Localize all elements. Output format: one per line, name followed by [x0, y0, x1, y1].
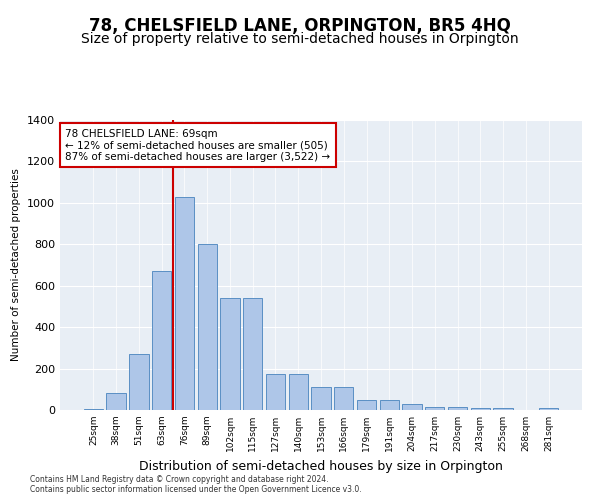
Bar — [152, 271, 172, 410]
Text: Contains HM Land Registry data © Crown copyright and database right 2024.: Contains HM Land Registry data © Crown c… — [30, 476, 329, 484]
Bar — [84, 409, 103, 410]
Bar — [470, 408, 490, 410]
Text: 78 CHELSFIELD LANE: 69sqm
← 12% of semi-detached houses are smaller (505)
87% of: 78 CHELSFIELD LANE: 69sqm ← 12% of semi-… — [65, 128, 331, 162]
Bar — [357, 400, 376, 410]
Bar — [311, 387, 331, 410]
Bar — [197, 244, 217, 410]
Bar — [334, 387, 353, 410]
X-axis label: Distribution of semi-detached houses by size in Orpington: Distribution of semi-detached houses by … — [139, 460, 503, 472]
Text: Contains public sector information licensed under the Open Government Licence v3: Contains public sector information licen… — [30, 486, 362, 494]
Bar — [425, 407, 445, 410]
Bar — [289, 374, 308, 410]
Bar — [539, 408, 558, 410]
Bar — [266, 374, 285, 410]
Bar — [448, 407, 467, 410]
Bar — [106, 394, 126, 410]
Bar — [243, 298, 262, 410]
Bar — [403, 404, 422, 410]
Bar — [380, 400, 399, 410]
Text: 78, CHELSFIELD LANE, ORPINGTON, BR5 4HQ: 78, CHELSFIELD LANE, ORPINGTON, BR5 4HQ — [89, 18, 511, 36]
Text: Size of property relative to semi-detached houses in Orpington: Size of property relative to semi-detach… — [81, 32, 519, 46]
Bar — [175, 196, 194, 410]
Bar — [129, 354, 149, 410]
Bar — [220, 298, 239, 410]
Y-axis label: Number of semi-detached properties: Number of semi-detached properties — [11, 168, 22, 362]
Bar — [493, 408, 513, 410]
